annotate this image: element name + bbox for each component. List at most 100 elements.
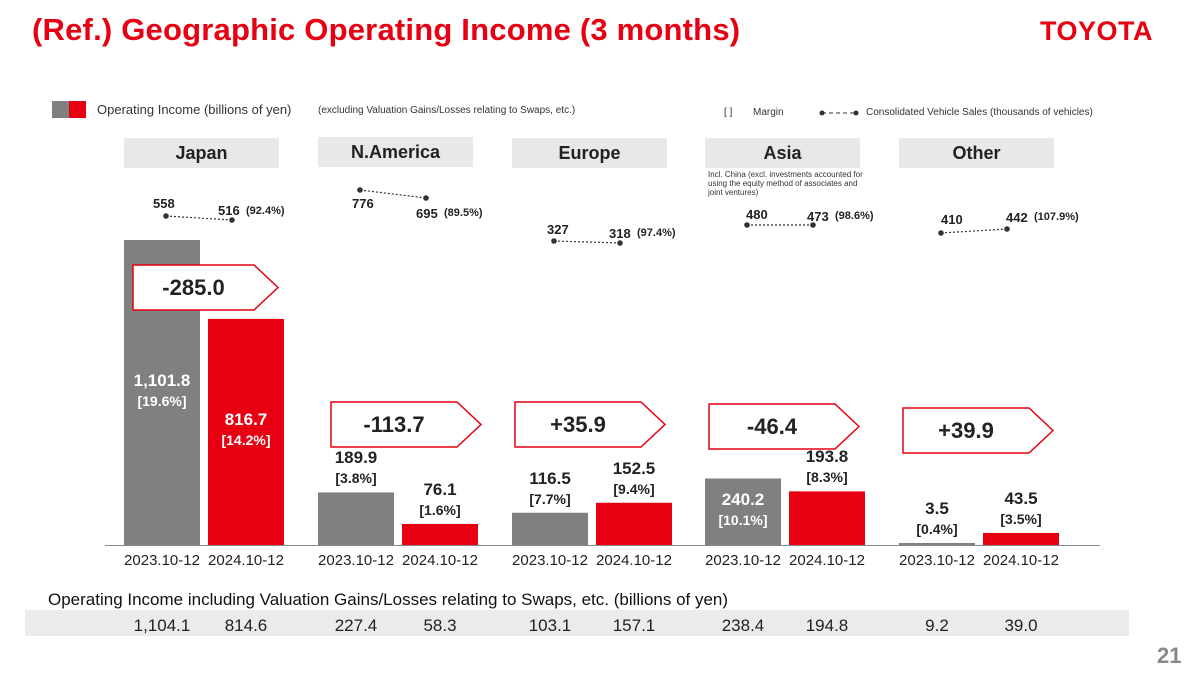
region-header-other: Other — [899, 138, 1054, 168]
category-label-north-america-0: 2023.10-12 — [318, 552, 394, 569]
change-arrow-europe — [514, 401, 667, 448]
bar-other-prior — [899, 543, 975, 545]
sales-label-asia-prior: 480 — [746, 207, 768, 222]
sales-ratio-north-america: (89.5%) — [444, 207, 483, 219]
category-label-other-1: 2024.10-12 — [983, 552, 1059, 569]
sales-point-europe-current — [617, 240, 623, 246]
sales-label-other-prior: 410 — [941, 212, 963, 227]
brand-logo: TOYOTA — [1040, 16, 1154, 46]
change-label-japan: -285.0 — [162, 275, 225, 300]
margin-label-north-america-0: [3.8%] — [335, 470, 377, 487]
sales-ratio-europe: (97.4%) — [637, 227, 676, 239]
asia-note: Incl. China (excl. investments accounted… — [708, 170, 863, 197]
sales-point-other-prior — [938, 230, 944, 236]
data-label-europe-0: 116.5 — [529, 468, 571, 488]
data-label-other-1: 43.5 — [1004, 488, 1038, 508]
swap-value-japan-1: 814.6 — [224, 616, 268, 635]
sales-label-japan-prior: 558 — [153, 196, 175, 211]
data-label-japan-1: 816.7 — [224, 409, 268, 429]
bar-asia-prior — [705, 478, 781, 545]
margin-label-north-america-1: [1.6%] — [419, 501, 461, 518]
legend-income-note: (excluding Valuation Gains/Losses relati… — [318, 105, 576, 116]
legend-sales-label: Consolidated Vehicle Sales (thousands of… — [866, 107, 1093, 118]
swap-value-japan-0: 1,104.1 — [133, 616, 191, 635]
region-header-japan: Japan — [124, 138, 279, 168]
category-label-europe-0: 2023.10-12 — [512, 552, 588, 569]
sales-point-europe-prior — [551, 238, 557, 244]
sales-point-japan-current — [229, 217, 235, 223]
change-arrow-japan — [132, 264, 280, 311]
bar-asia-current — [789, 491, 865, 545]
sales-label-north-america-prior: 776 — [352, 196, 374, 211]
bar-other-current — [983, 532, 1059, 545]
region-header-asia: Asia — [705, 138, 860, 168]
margin-label-asia-1: [8.3%] — [806, 469, 848, 486]
change-label-other: +39.9 — [938, 418, 994, 443]
margin-label-japan-1: [14.2%] — [221, 431, 271, 448]
bar-north-america-prior — [318, 492, 394, 545]
region-header-europe: Europe — [512, 138, 667, 168]
change-arrow-asia — [708, 403, 861, 450]
category-label-japan-0: 2023.10-12 — [124, 552, 200, 569]
sales-point-north-america-prior — [357, 187, 363, 193]
sales-line-japan — [165, 215, 233, 221]
margin-label-europe-0: [7.7%] — [529, 490, 571, 507]
sales-ratio-japan: (92.4%) — [246, 205, 285, 217]
bar-europe-prior — [512, 512, 588, 545]
data-label-europe-1: 152.5 — [612, 458, 656, 478]
legend-margin-label: Margin — [753, 107, 784, 118]
change-label-asia: -46.4 — [746, 414, 798, 439]
sales-label-other-current: 442 — [1006, 210, 1028, 225]
change-arrow-north-america — [330, 401, 483, 448]
legend-swatch-prior — [52, 101, 69, 118]
margin-label-other-0: [0.4%] — [916, 521, 958, 537]
data-label-other-0: 3.5 — [925, 499, 949, 518]
data-label-asia-0: 240.2 — [721, 489, 765, 509]
swap-value-europe-1: 157.1 — [612, 616, 656, 635]
category-label-asia-0: 2023.10-12 — [705, 552, 781, 569]
bar-japan-current — [208, 318, 284, 545]
swap-caption: Operating Income including Valuation Gai… — [48, 590, 729, 609]
margin-label-japan-0: [19.6%] — [137, 392, 187, 409]
category-label-europe-1: 2024.10-12 — [596, 552, 672, 569]
bar-europe-current — [596, 502, 672, 545]
sales-label-asia-current: 473 — [807, 209, 829, 224]
data-label-japan-0: 1,101.8 — [133, 370, 191, 390]
sales-label-north-america-current: 695 — [416, 206, 438, 221]
bar-north-america-current — [402, 523, 478, 545]
legend-sales-line-icon — [819, 110, 859, 116]
swap-value-north-america-0: 227.4 — [334, 616, 378, 635]
swap-value-asia-0: 238.4 — [721, 616, 765, 635]
margin-label-other-1: [3.5%] — [1000, 510, 1042, 527]
margin-label-europe-1: [9.4%] — [613, 480, 655, 497]
sales-label-europe-current: 318 — [609, 226, 631, 241]
swap-value-other-1: 39.0 — [1004, 616, 1038, 635]
change-arrow-other — [902, 407, 1055, 454]
data-label-north-america-1: 76.1 — [423, 479, 457, 499]
swap-value-other-0: 9.2 — [925, 616, 949, 635]
change-label-north-america: -113.7 — [363, 412, 425, 437]
page-number: 21 — [1157, 643, 1182, 668]
region-header-north-america: N.America — [318, 137, 473, 167]
change-label-europe: +35.9 — [550, 412, 606, 437]
margin-label-asia-0: [10.1%] — [718, 511, 768, 528]
sales-ratio-other: (107.9%) — [1034, 211, 1079, 223]
swap-value-asia-1: 194.8 — [805, 616, 849, 635]
legend-income-label: Operating Income (billions of yen) — [97, 102, 292, 117]
sales-line-other — [940, 228, 1008, 234]
swap-values-band — [25, 610, 1129, 636]
sales-point-asia-prior — [744, 222, 750, 228]
swap-value-europe-0: 103.1 — [528, 616, 572, 635]
sales-label-europe-prior: 327 — [547, 222, 569, 237]
swap-value-north-america-1: 58.3 — [423, 616, 457, 635]
sales-point-north-america-current — [423, 195, 429, 201]
legend-swatch-current — [69, 101, 86, 118]
category-label-other-0: 2023.10-12 — [899, 552, 975, 569]
category-label-asia-1: 2024.10-12 — [789, 552, 865, 569]
category-label-japan-1: 2024.10-12 — [208, 552, 284, 569]
page-title: (Ref.) Geographic Operating Income (3 mo… — [32, 12, 741, 47]
sales-point-asia-current — [810, 222, 816, 228]
sales-ratio-asia: (98.6%) — [835, 210, 874, 222]
legend-margin-bracket: [ ] — [724, 107, 733, 118]
data-label-north-america-0: 189.9 — [334, 448, 378, 468]
